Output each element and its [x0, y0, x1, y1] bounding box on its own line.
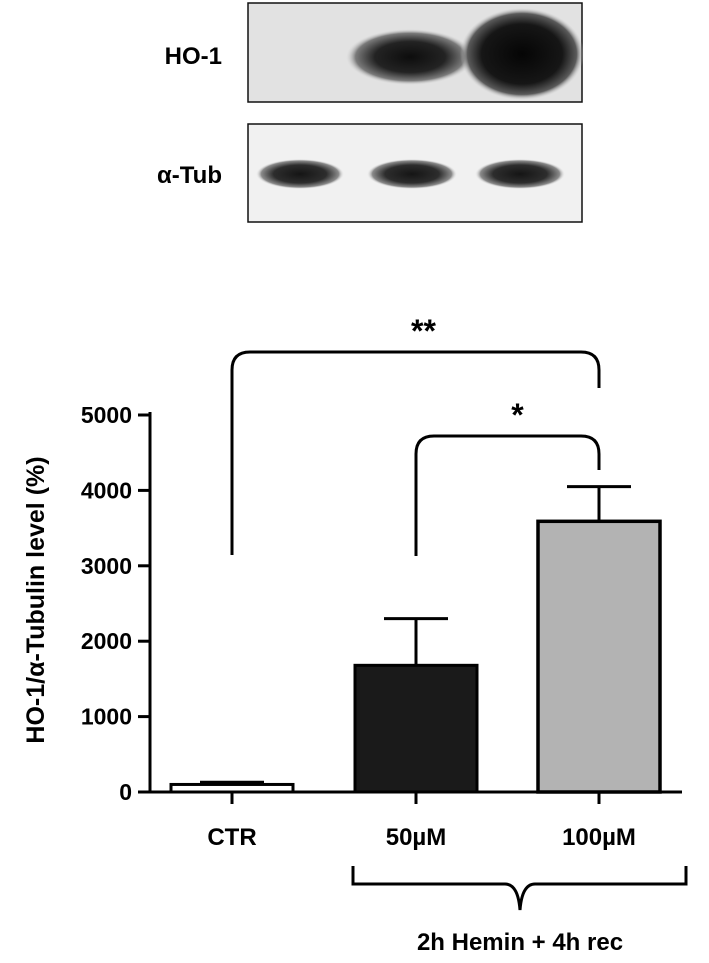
bars — [169, 485, 662, 794]
y-tick-label-3000: 3000 — [81, 553, 132, 579]
y-tick-label-2000: 2000 — [81, 628, 132, 654]
significance-brackets: *** — [230, 313, 601, 556]
significance-bracket-50m-vs-100m — [414, 434, 601, 556]
western-blot: HO-1 α-Tub — [157, 2, 584, 223]
group-brace — [351, 866, 688, 911]
y-tick-label-4000: 4000 — [81, 477, 132, 503]
x-tick-label-ctr: CTR — [207, 824, 256, 851]
significance-bracket-ctr-vs-100m — [230, 350, 601, 555]
x-tick-label-50m: 50µM — [386, 824, 447, 851]
blot-band-tubulin-50um — [367, 159, 457, 189]
x-tick-label-100m: 100µM — [562, 824, 636, 851]
blot-band-tubulin-100um — [475, 159, 565, 189]
y-tick-label-0: 0 — [119, 779, 132, 805]
bar-50m — [353, 663, 479, 794]
bar-100m — [536, 519, 662, 794]
y-axis-label: HO-1/α-Tubulin level (%) — [22, 456, 50, 743]
group-label: 2h Hemin + 4h rec — [417, 929, 623, 956]
y-tick-label-1000: 1000 — [81, 704, 132, 730]
blot-band-tubulin-ctr — [256, 159, 344, 189]
blot-band-ho1-50um — [346, 29, 474, 85]
x-axis-ticks: CTR 50µM 100µM — [207, 792, 636, 851]
y-axis-ticks: 0 1000 2000 3000 4000 5000 — [81, 402, 150, 805]
significance-label-50m-vs-100m: * — [511, 397, 524, 433]
blot-label-tubulin: α-Tub — [157, 162, 222, 189]
blot-label-ho1: HO-1 — [165, 43, 222, 70]
bar-ctr — [169, 782, 295, 794]
y-tick-label-5000: 5000 — [81, 402, 132, 428]
blot-band-ho1-100um — [460, 8, 584, 100]
significance-label-ctr-vs-100m: ** — [411, 313, 436, 349]
